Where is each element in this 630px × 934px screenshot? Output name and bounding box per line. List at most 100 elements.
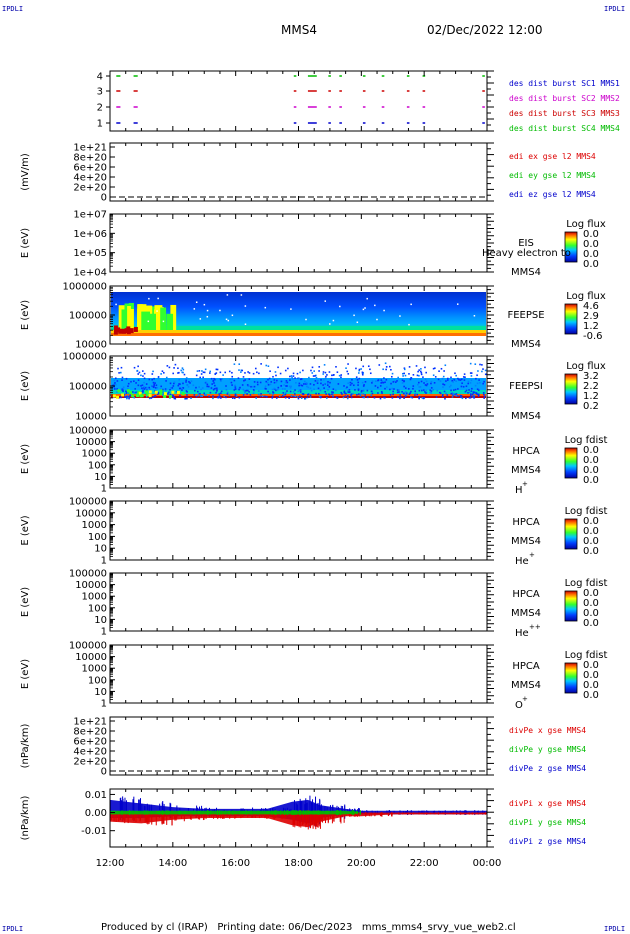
- spectrogram-pixel: [312, 375, 315, 377]
- instrument-label: HPCA: [512, 517, 540, 528]
- spectrogram-pixel: [345, 367, 347, 369]
- spectrogram-pixel: [434, 376, 437, 378]
- x-tick-label: 18:00: [284, 858, 313, 869]
- colorbar-title: Log fdist: [565, 435, 608, 446]
- spectrogram-pixel: [358, 377, 361, 380]
- spectrogram-dot: [353, 314, 355, 317]
- spectrogram-pixel: [418, 397, 420, 400]
- panel-frame: [109, 716, 488, 776]
- spectrogram-pixel: [218, 393, 221, 395]
- y-tick-label: 100: [88, 675, 107, 686]
- spectrogram-dot: [199, 318, 202, 320]
- spectrogram-pixel: [482, 382, 484, 385]
- spectrogram-pixel: [439, 380, 442, 382]
- spectrogram-pixel: [129, 394, 132, 397]
- spectrogram-pixel: [442, 386, 444, 388]
- spectrogram-pixel: [362, 365, 365, 368]
- spectrogram-pixel: [464, 390, 467, 393]
- spectrogram-pixel: [425, 384, 428, 387]
- spectrogram-pixel: [267, 383, 270, 386]
- spectrogram-pixel: [209, 372, 211, 374]
- spectrogram-pixel: [167, 393, 169, 396]
- spectrogram-pixel: [367, 365, 370, 368]
- spectrogram-pixel: [120, 366, 123, 369]
- y-tick-label: 3: [97, 87, 103, 98]
- spectrogram-pixel: [181, 389, 183, 391]
- spectrogram-pixel: [272, 393, 274, 395]
- spectrogram-pixel: [277, 366, 279, 369]
- spectrogram-pixel: [358, 369, 360, 372]
- spectrogram-pixel: [361, 373, 364, 376]
- spectrogram-pixel: [325, 393, 327, 395]
- spectrogram-pixel: [343, 385, 345, 387]
- spectrogram-pixel: [362, 385, 365, 387]
- spectrogram-pixel: [396, 396, 399, 399]
- spectrogram-pixel: [470, 379, 473, 382]
- y-tick-label: 1e+21: [73, 717, 107, 728]
- spectrogram-pixel: [328, 393, 330, 396]
- footer-credits: Produced by cl (IRAP) Printing date: 06/…: [101, 922, 516, 933]
- spectrogram-pixel: [362, 390, 365, 392]
- spectrogram-pixel: [145, 383, 148, 385]
- spectrogram-pixel: [217, 396, 220, 399]
- spectrogram-pixel: [248, 385, 250, 387]
- spectrogram-pixel: [330, 377, 333, 380]
- spectrogram-pixel: [157, 376, 160, 378]
- spectrogram-pixel: [185, 379, 187, 382]
- spectrogram-pixel: [357, 384, 359, 386]
- spectrogram-pixel: [145, 386, 147, 389]
- spectrogram-pixel: [332, 388, 335, 390]
- spectrogram-pixel: [122, 390, 124, 392]
- spectrogram-pixel: [265, 388, 267, 390]
- spectrogram-pixel: [162, 393, 164, 395]
- spectrogram-pixel: [282, 392, 285, 394]
- spectrogram-pixel: [239, 386, 241, 389]
- spectrogram-pixel: [157, 391, 159, 394]
- spectrogram-pixel: [470, 394, 472, 397]
- spectrogram-pixel: [252, 388, 255, 391]
- spectrogram-pixel: [346, 370, 349, 373]
- spectrogram-pixel: [421, 397, 424, 399]
- spectrogram-pixel: [127, 382, 130, 385]
- spectrogram-pixel: [145, 395, 148, 398]
- spectrogram-pixel: [161, 370, 164, 372]
- spectrogram-pixel: [154, 382, 156, 384]
- spectrogram-pixel: [126, 395, 128, 398]
- spectrogram-pixel: [298, 395, 301, 398]
- spectrogram-pixel: [114, 377, 117, 380]
- spectrogram-pixel: [420, 368, 422, 370]
- spectrogram-pixel: [424, 384, 427, 386]
- spectrogram-pixel: [317, 379, 319, 382]
- spectrogram-pixel: [238, 369, 240, 371]
- spectrogram-pixel: [260, 393, 262, 395]
- spectrogram-pixel: [359, 394, 362, 397]
- spectrogram-pixel: [310, 369, 312, 372]
- spectrogram-pixel: [340, 391, 343, 394]
- spectrogram-pixel: [276, 388, 279, 391]
- spectrogram-pixel: [177, 384, 180, 387]
- spectrogram-dot: [366, 297, 368, 300]
- spectrogram-pixel: [380, 390, 383, 393]
- spectrogram-pixel: [315, 374, 317, 377]
- spectrogram-pixel: [169, 382, 172, 385]
- spectrogram-pixel: [272, 375, 274, 378]
- spectrogram-pixel: [425, 392, 427, 394]
- spectrogram-dot: [244, 305, 247, 307]
- spectrogram-pixel: [425, 371, 427, 374]
- spectrogram-pixel: [198, 392, 200, 395]
- corner-label-bottom-left: IPDLI: [2, 925, 23, 933]
- spectrogram-pixel: [294, 377, 296, 379]
- spectrogram-pixel: [410, 377, 413, 379]
- spectrogram-pixel: [135, 382, 137, 384]
- spectrogram-pixel: [364, 394, 366, 396]
- spectrogram-pixel: [332, 374, 335, 376]
- spectrogram-pixel: [384, 387, 386, 390]
- spectrogram-pixel: [116, 380, 119, 382]
- spectrogram-pixel: [279, 372, 282, 375]
- y-tick-label: 10000: [75, 437, 107, 448]
- spectrogram-pixel: [218, 395, 221, 397]
- spectrogram-pixel: [474, 363, 477, 365]
- spectrogram-pixel: [455, 380, 457, 382]
- y-axis-label: E (eV): [20, 371, 31, 401]
